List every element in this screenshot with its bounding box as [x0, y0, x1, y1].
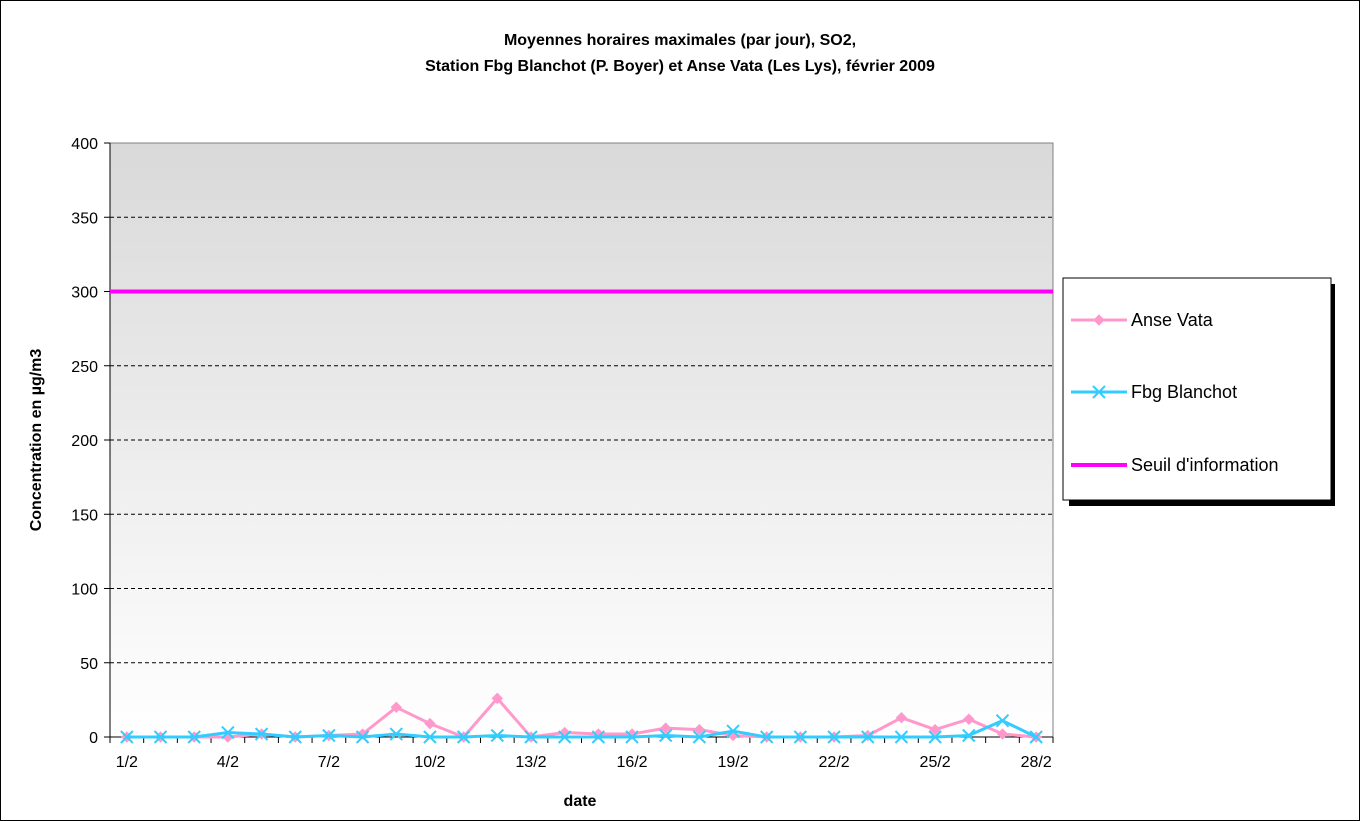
data-point	[389, 727, 403, 741]
data-point	[490, 728, 505, 743]
data-point	[524, 730, 538, 744]
data-point	[390, 701, 402, 714]
data-point	[153, 730, 168, 744]
y-axis-title: Concentration en µg/m3	[28, 349, 45, 532]
y-tick-label: 0	[89, 730, 98, 747]
legend-item: Fbg Blanchot	[1071, 382, 1237, 402]
data-point	[254, 727, 269, 741]
legend-item: Anse Vata	[1071, 310, 1214, 330]
data-point	[491, 692, 504, 705]
data-point	[726, 724, 740, 738]
x-tick-label: 28/2	[1021, 754, 1052, 771]
x-axis-title: date	[564, 793, 597, 810]
y-tick-label: 400	[71, 136, 98, 153]
data-point	[322, 728, 336, 743]
data-point	[996, 728, 1009, 740]
data-point	[355, 730, 370, 744]
chart-title-line-1: Moyennes horaires maximales (par jour), …	[504, 32, 856, 49]
legend-label: Anse Vata	[1131, 310, 1214, 330]
data-point	[221, 725, 235, 740]
x-tick-label: 16/2	[616, 754, 647, 771]
data-point	[625, 730, 639, 744]
y-tick-label: 300	[71, 285, 98, 302]
y-tick-label: 200	[71, 433, 98, 450]
data-point	[962, 728, 976, 743]
data-point	[557, 730, 572, 744]
data-point	[591, 730, 606, 744]
legend-label: Seuil d'information	[1131, 455, 1279, 475]
data-point	[995, 713, 1010, 728]
x-tick-label: 25/2	[920, 754, 951, 771]
y-tick-labels: 0 50 100 150 200 250 300 350 400	[71, 136, 98, 747]
data-point	[456, 730, 471, 744]
series-line	[126, 719, 1037, 739]
y-tick-label: 150	[71, 507, 98, 524]
data-point	[760, 730, 774, 744]
x-tick-label: 13/2	[515, 754, 546, 771]
data-point	[288, 730, 302, 744]
x-tick-label: 10/2	[414, 754, 445, 771]
data-point	[423, 730, 437, 744]
data-point	[963, 713, 975, 725]
data-point	[895, 711, 908, 724]
y-tick-label: 100	[71, 582, 98, 599]
data-point	[120, 730, 134, 744]
legend-marker	[1092, 385, 1106, 399]
x-tick-label: 19/2	[717, 754, 748, 771]
series	[110, 289, 1053, 744]
y-tick-label: 350	[71, 210, 98, 227]
data-point	[659, 722, 672, 734]
data-point	[929, 723, 941, 736]
x-tick-label: 1/2	[116, 754, 138, 771]
legend-label: Fbg Blanchot	[1131, 382, 1237, 402]
data-point	[894, 730, 909, 744]
series-fbg-blanchot	[120, 713, 1043, 744]
data-point	[693, 723, 706, 736]
x-tick-label: 22/2	[819, 754, 850, 771]
data-point	[928, 730, 942, 744]
data-point	[658, 728, 673, 743]
x-tick-label: 4/2	[217, 754, 239, 771]
data-point	[793, 730, 808, 744]
x-tick-label: 7/2	[318, 754, 340, 771]
chart-title-line-2: Station Fbg Blanchot (P. Boyer) et Anse …	[425, 58, 935, 75]
y-tick-label: 250	[71, 359, 98, 376]
data-point	[424, 717, 436, 730]
legend: Anse Vata Fbg Blanchot Seuil d'information	[1062, 277, 1335, 506]
legend-marker	[1093, 314, 1105, 326]
data-point	[1029, 730, 1043, 744]
data-point	[692, 730, 707, 744]
data-point	[827, 730, 841, 744]
data-point	[187, 730, 201, 744]
data-point	[861, 730, 875, 744]
x-tick-labels: 1/2 4/2 7/2 10/2 13/2 16/2 19/2 22/2 25/2 28/2	[116, 754, 1052, 771]
legend-item: Seuil d'information	[1071, 455, 1279, 475]
y-tick-label: 50	[80, 656, 98, 673]
